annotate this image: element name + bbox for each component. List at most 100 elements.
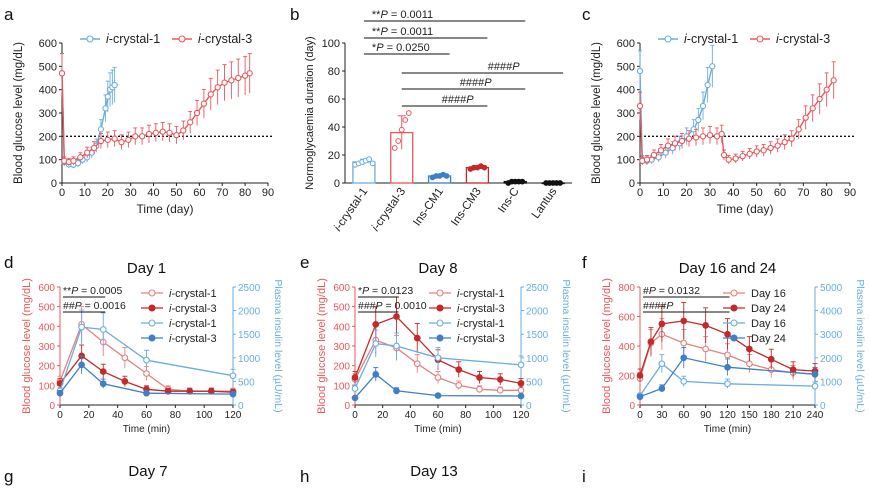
y-tick-label: 300 xyxy=(38,342,55,353)
y2-tick-label: 0 xyxy=(820,401,826,412)
data-point xyxy=(97,126,105,133)
panel-letter: d xyxy=(4,253,13,272)
dot xyxy=(391,145,398,151)
label-rest: -crystal-3 xyxy=(171,303,216,315)
data-point xyxy=(795,126,802,133)
data-point xyxy=(221,79,228,86)
y-tick-label: 200 xyxy=(617,131,635,143)
data-point xyxy=(720,151,728,159)
panel-title: Day 16 and 24 xyxy=(679,260,777,277)
x-tick-label: 50 xyxy=(751,187,763,199)
legend-label: i-crystal-3 xyxy=(169,333,217,345)
italic-prefix: i xyxy=(198,32,202,46)
data-point xyxy=(413,360,421,368)
x-tick-label: 0 xyxy=(352,410,358,421)
data-point xyxy=(187,119,194,126)
label-pre: ** xyxy=(63,285,71,297)
label-rest: -crystal-3 xyxy=(171,333,216,345)
series-i-crystal-3 xyxy=(56,355,237,398)
y-tick-label: 0 xyxy=(334,178,340,190)
data-point xyxy=(658,320,666,328)
y-tick-label: 0 xyxy=(344,401,350,412)
y-tick-label: 100 xyxy=(322,38,340,50)
x-tick-label: 100 xyxy=(485,410,502,421)
data-point xyxy=(811,370,819,378)
panel-letter: c xyxy=(582,5,591,24)
y2-tick-label: 500 xyxy=(238,377,255,388)
data-point xyxy=(706,132,714,139)
legend-marker xyxy=(436,289,444,297)
italic-prefix: i xyxy=(169,303,172,315)
data-point xyxy=(200,100,208,107)
data-point xyxy=(767,355,775,363)
legend-label: i-crystal-1 xyxy=(457,318,505,330)
italic-p: P xyxy=(376,42,384,54)
y-tick-label: 500 xyxy=(39,61,57,73)
data-point xyxy=(102,105,109,112)
data-point xyxy=(781,139,788,146)
data-point xyxy=(680,354,688,362)
x-tick-label: 20 xyxy=(681,187,693,199)
data-point xyxy=(739,153,746,160)
data-point xyxy=(680,339,688,347)
data-point xyxy=(121,378,129,385)
label-rest: -crystal-1 xyxy=(459,288,504,300)
data-point xyxy=(658,385,666,392)
data-point xyxy=(753,148,760,155)
legend-marker xyxy=(664,35,672,43)
y-axis-title: Blood glucose level (mg/dL) xyxy=(21,278,33,414)
category-label: i-crystal-3 xyxy=(370,186,408,234)
data-point xyxy=(413,334,421,342)
data-point xyxy=(816,95,823,103)
x-tick-label: 20 xyxy=(83,410,95,421)
x-tick-label: 90 xyxy=(844,187,856,199)
x-tick-label: 10 xyxy=(657,187,669,199)
y-axis-title: Blood glucose level (mg/dL) xyxy=(13,42,25,184)
legend-marker xyxy=(148,334,156,342)
category-label: Ins-CM1 xyxy=(411,186,446,228)
series-i-crystal-1 xyxy=(636,44,716,165)
legend-label: i-crystal-1 xyxy=(169,288,217,300)
data-point xyxy=(372,370,380,378)
label-pre: #### xyxy=(488,61,513,73)
italic-p: P xyxy=(380,26,388,38)
x-axis-title: Time (min) xyxy=(704,424,751,435)
data-point xyxy=(664,142,672,149)
legend-label: Day 24 xyxy=(751,333,786,345)
label-pre: #### xyxy=(460,77,485,89)
x-tick-label: 10 xyxy=(79,187,91,199)
x-tick-label: 240 xyxy=(807,410,824,421)
italic-p: P xyxy=(466,94,474,106)
annotation-label: ##P = 0.0016 xyxy=(63,300,126,312)
italic-prefix: i xyxy=(457,303,460,315)
y-tick-label: 20 xyxy=(328,150,340,162)
y-tick-label: 200 xyxy=(618,372,635,383)
y2-tick-label: 4000 xyxy=(820,307,843,318)
data-point xyxy=(132,133,139,140)
data-point xyxy=(724,330,731,338)
label-post: = 0.0010 xyxy=(383,300,427,312)
data-point xyxy=(77,154,84,161)
italic-prefix: i xyxy=(332,224,344,233)
y-tick-label: 400 xyxy=(38,322,55,333)
label-rest: -crystal-1 xyxy=(459,318,504,330)
data-point xyxy=(692,134,700,141)
data-point xyxy=(70,157,77,164)
y-axis-title: Blood glucose level (mg/dL) xyxy=(316,278,328,414)
italic-p: P xyxy=(484,77,492,89)
data-point xyxy=(517,361,525,369)
y-tick-label: 300 xyxy=(617,108,635,120)
series-i-crystal-3 xyxy=(58,53,253,166)
panel-a: 0 10 20 30 40 50 60 70 80 90 0 100 200 300 400 500 600 Ti… xyxy=(13,32,274,216)
significance-label: ####P xyxy=(442,94,474,106)
panel-title: Day 1 xyxy=(127,260,166,277)
data-point xyxy=(671,140,679,147)
dot xyxy=(557,180,563,186)
x-tick-label: 40 xyxy=(112,410,124,421)
label-post: = 0.0016 xyxy=(82,300,126,312)
y2-tick-label: 2500 xyxy=(526,283,549,294)
legend: i-crystal-1i-crystal-3i-crystal-1i-cryst… xyxy=(429,288,505,345)
data-point xyxy=(97,137,105,145)
x-tick-label: 120 xyxy=(719,410,736,421)
y2-tick-label: 2000 xyxy=(238,307,261,318)
